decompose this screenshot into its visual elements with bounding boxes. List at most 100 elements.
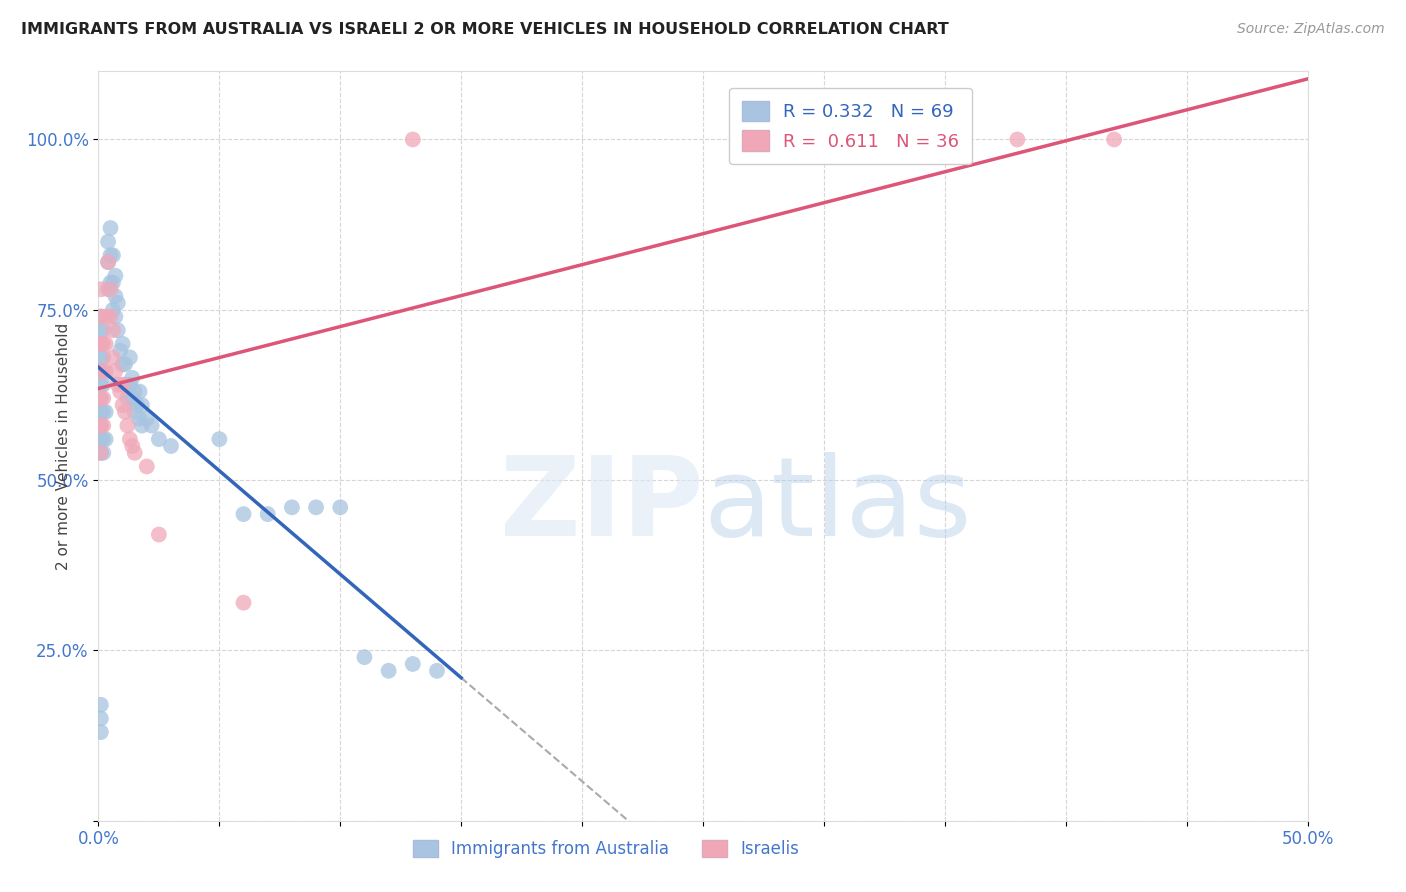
Point [104, 364, 127, 378]
Point [141, 418, 163, 433]
Point [232, 507, 254, 521]
Point [160, 439, 183, 453]
Point [114, 405, 136, 419]
Point [91, 351, 114, 365]
Point [91, 323, 114, 337]
Point [101, 248, 124, 262]
Point [135, 411, 157, 425]
Point [329, 500, 352, 515]
Point [91, 405, 114, 419]
Point [90, 282, 112, 296]
Point [90, 432, 112, 446]
Point [124, 405, 146, 419]
Point [256, 507, 278, 521]
Point [118, 377, 141, 392]
Point [107, 377, 129, 392]
Point [107, 323, 129, 337]
Point [90, 446, 112, 460]
Point [121, 371, 143, 385]
Point [1102, 132, 1125, 146]
Point [91, 392, 114, 406]
Point [101, 302, 124, 317]
Point [121, 392, 143, 406]
Point [91, 446, 114, 460]
Point [91, 377, 114, 392]
Point [117, 392, 139, 406]
Point [107, 296, 129, 310]
Point [117, 377, 139, 392]
Point [232, 596, 254, 610]
Point [108, 384, 131, 399]
Point [104, 268, 127, 283]
Point [111, 336, 134, 351]
Point [90, 418, 112, 433]
Point [148, 432, 170, 446]
Point [90, 446, 112, 460]
Point [108, 343, 131, 358]
Point [117, 418, 139, 433]
Point [100, 248, 122, 262]
Point [111, 398, 134, 412]
Point [90, 310, 112, 324]
Point [353, 650, 375, 665]
Point [127, 398, 149, 412]
Point [305, 500, 328, 515]
Point [402, 657, 425, 671]
Point [90, 405, 112, 419]
Text: 2 or more Vehicles in Household: 2 or more Vehicles in Household [56, 322, 70, 570]
Point [97, 255, 120, 269]
Point [118, 351, 141, 365]
Point [91, 432, 114, 446]
Point [100, 310, 122, 324]
Point [90, 392, 112, 406]
Point [148, 527, 170, 541]
Text: Source: ZipAtlas.com: Source: ZipAtlas.com [1237, 22, 1385, 37]
Point [377, 664, 399, 678]
Point [90, 336, 112, 351]
Point [100, 282, 122, 296]
Point [135, 459, 157, 474]
Point [91, 364, 114, 378]
Point [104, 289, 127, 303]
Point [100, 276, 122, 290]
Point [94, 336, 117, 351]
Point [111, 377, 134, 392]
Point [281, 500, 304, 515]
Point [128, 411, 150, 425]
Point [90, 392, 112, 406]
Point [94, 310, 117, 324]
Point [101, 323, 124, 337]
Point [426, 664, 449, 678]
Point [114, 377, 136, 392]
Point [91, 418, 114, 433]
Point [90, 336, 112, 351]
Point [97, 282, 120, 296]
Point [90, 377, 112, 392]
Point [124, 384, 146, 399]
Text: ZIP: ZIP [499, 452, 703, 559]
Point [90, 711, 112, 725]
Point [402, 132, 425, 146]
Point [90, 364, 112, 378]
Point [131, 398, 153, 412]
Point [101, 351, 124, 365]
Point [100, 221, 122, 235]
Point [131, 418, 153, 433]
Point [101, 276, 124, 290]
Text: IMMIGRANTS FROM AUSTRALIA VS ISRAELI 2 OR MORE VEHICLES IN HOUSEHOLD CORRELATION: IMMIGRANTS FROM AUSTRALIA VS ISRAELI 2 O… [21, 22, 949, 37]
Point [1007, 132, 1029, 146]
Text: atlas: atlas [703, 452, 972, 559]
Point [111, 357, 134, 371]
Point [97, 255, 120, 269]
Point [118, 432, 141, 446]
Point [90, 364, 112, 378]
Point [90, 418, 112, 433]
Point [90, 351, 112, 365]
Point [121, 439, 143, 453]
Point [90, 698, 112, 712]
Point [90, 310, 112, 324]
Point [124, 446, 146, 460]
Point [90, 323, 112, 337]
Point [208, 432, 231, 446]
Point [114, 357, 136, 371]
